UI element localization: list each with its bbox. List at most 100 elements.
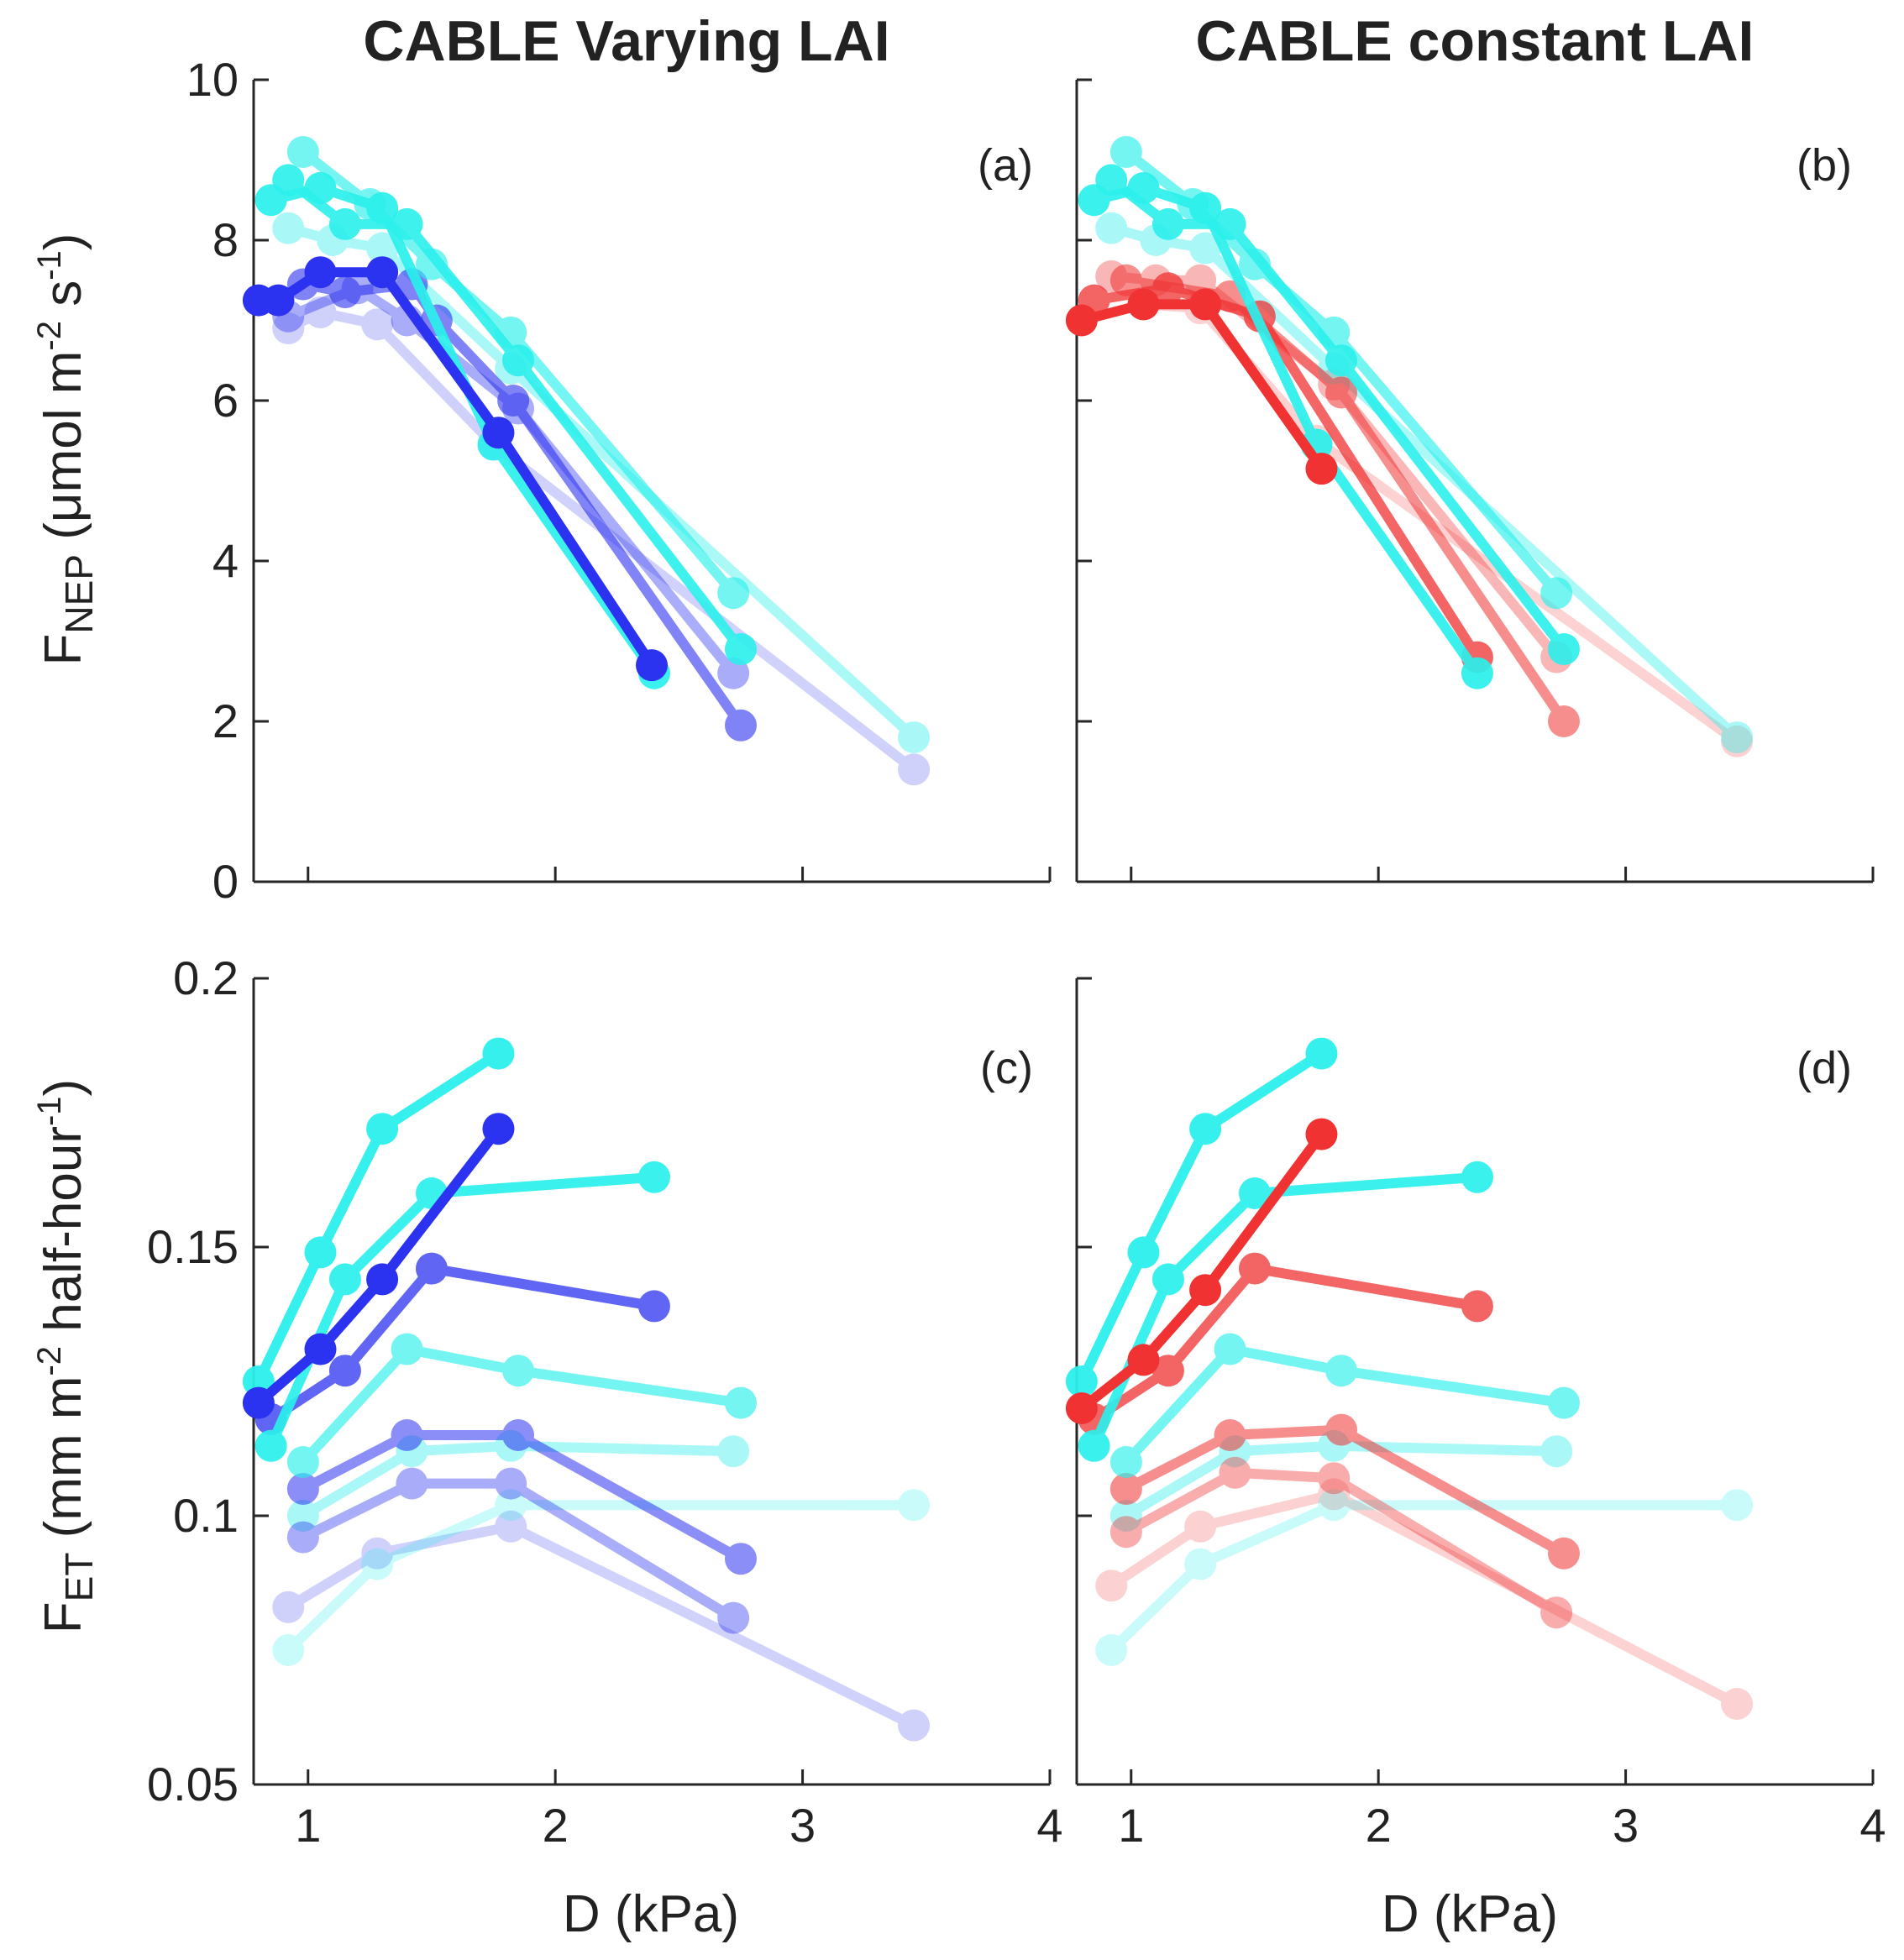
panel-d-point-obs-4 xyxy=(1109,1500,1142,1532)
panel-d-series-model-3 xyxy=(1109,1413,1580,1570)
panel-c-point-model-1 xyxy=(304,1333,337,1365)
panel-d-series-model-1 xyxy=(1065,1118,1338,1424)
panel-d-series-obs-4 xyxy=(1109,1429,1573,1532)
panel-c-line-model-4 xyxy=(297,1478,739,1623)
panel-c-ylabel-main: F xyxy=(34,1601,92,1633)
panel-c-point-obs-3 xyxy=(724,1386,757,1419)
panel-d-line-model-1 xyxy=(1076,1129,1327,1413)
panel-d-point-model-1 xyxy=(1189,1274,1222,1307)
panel-b-label: (b) xyxy=(1796,140,1852,191)
panel-c-series-obs-2 xyxy=(254,1161,670,1462)
panel-a-ytick-label: 2 xyxy=(212,694,239,747)
panel-a-point-model-1 xyxy=(304,256,337,289)
panel-b-plot xyxy=(1065,78,1875,883)
panel-d-point-obs-2 xyxy=(1238,1177,1271,1209)
panel-c-point-obs-2 xyxy=(254,1429,287,1462)
panel-a-series-obs-1 xyxy=(254,171,670,689)
panel-a-point-model-2 xyxy=(328,276,361,309)
panel-c-ylabel-sub: ET xyxy=(57,1553,101,1602)
panel-d-point-obs-2 xyxy=(1461,1161,1493,1193)
panel-b-series-obs-1 xyxy=(1078,171,1493,689)
panel-b-point-obs-2 xyxy=(1547,633,1580,666)
panel-d-xtick-label: 1 xyxy=(1118,1799,1144,1852)
panel-a-point-obs-1 xyxy=(366,191,399,224)
panel-d-line-model-4 xyxy=(1120,1467,1562,1618)
panel-a-point-obs-4 xyxy=(898,721,931,754)
panel-d-line-model-3 xyxy=(1120,1424,1569,1559)
panel-a-point-obs-2 xyxy=(328,207,361,240)
panel-c-point-obs-3 xyxy=(391,1333,423,1365)
panel-c-point-model-2 xyxy=(328,1355,361,1387)
panel-d-series-obs-5 xyxy=(1095,1489,1754,1666)
panel-c-series-obs-5 xyxy=(272,1489,931,1666)
panel-d-line-obs-3 xyxy=(1120,1344,1569,1467)
panel-d-point-model-5 xyxy=(1318,1478,1351,1511)
panel-c-point-model-1 xyxy=(366,1263,399,1296)
panel-c-point-obs-1 xyxy=(482,1037,515,1070)
panel-c-ytick-label: 0.1 xyxy=(173,1489,239,1542)
panel-c-xtick-label: 2 xyxy=(543,1799,569,1852)
panel-c-ytick-label: 0.05 xyxy=(147,1758,239,1811)
panel-d-point-model-1 xyxy=(1127,1344,1160,1376)
panel-c-xtick-label: 3 xyxy=(789,1799,816,1852)
panel-d-series-obs-2 xyxy=(1078,1161,1493,1462)
panel-d-point-obs-5 xyxy=(1318,1489,1351,1522)
panel-a-point-model-1 xyxy=(482,417,515,449)
panel-b-point-obs-1 xyxy=(1127,171,1160,204)
panel-b-point-obs-4 xyxy=(1721,721,1754,754)
panel-c-point-obs-4 xyxy=(286,1500,319,1532)
panel-a-ytick-label: 4 xyxy=(212,534,239,587)
panel-a-ylabel-end: ) xyxy=(34,233,92,251)
panel-b-point-model-2 xyxy=(1151,272,1184,305)
panel-c-point-obs-1 xyxy=(366,1113,399,1145)
panel-d-series-model-5 xyxy=(1095,1478,1754,1720)
panel-c-ylabel-sup1: -2 xyxy=(31,1346,68,1376)
panel-c-line-model-3 xyxy=(297,1430,746,1564)
panel-a-title: CABLE Varying LAI xyxy=(363,9,889,73)
panel-c-line-obs-2 xyxy=(265,1171,659,1451)
panel-a-ylabel: FNEP (μmol m-2 s-1) xyxy=(31,233,101,666)
panel-b-point-obs-1 xyxy=(1078,184,1110,217)
panel-a-point-model-4 xyxy=(361,308,394,341)
panel-a-point-model-2 xyxy=(497,385,530,417)
panel-c-point-model-3 xyxy=(391,1419,423,1451)
panel-b: CABLE constant LAI (b) xyxy=(1065,9,1875,883)
panel-b-point-model-5 xyxy=(1721,725,1754,757)
panel-c-line-model-2 xyxy=(265,1263,659,1424)
panel-a-ylabel-sup1: -2 xyxy=(31,321,68,351)
panel-d-point-obs-3 xyxy=(1547,1386,1580,1419)
panel-d-point-obs-3 xyxy=(1325,1355,1358,1387)
panel-c-ytick-label: 0.2 xyxy=(173,951,239,1004)
panel-d-point-model-4 xyxy=(1219,1456,1251,1489)
panel-b-point-obs-2 xyxy=(1151,207,1184,240)
panel-b-point-model-3 xyxy=(1109,264,1142,296)
panel-a-plot: 0 2 4 6 8 10 xyxy=(186,53,1052,908)
panel-d: 1 2 3 4 (d) D (kPa) xyxy=(1065,977,1886,1943)
panel-a-ylabel-main: F xyxy=(34,634,92,666)
panel-b-point-obs-2 xyxy=(1325,344,1358,377)
panel-a-point-model-1 xyxy=(366,256,399,289)
panel-d-point-model-4 xyxy=(1540,1596,1573,1629)
panel-b-point-obs-3 xyxy=(1540,577,1573,610)
panel-a-point-obs-1 xyxy=(254,184,287,217)
panel-c-point-model-1 xyxy=(482,1113,515,1145)
panel-a-point-obs-3 xyxy=(717,577,750,610)
panel-d-xtick-label: 3 xyxy=(1613,1799,1639,1852)
panel-a-series-model-4 xyxy=(272,296,931,786)
panel-c-point-obs-1 xyxy=(304,1236,337,1269)
panel-b-point-model-1 xyxy=(1127,288,1160,321)
panel-a-label: (a) xyxy=(978,140,1033,191)
panel-c-point-model-5 xyxy=(272,1591,305,1623)
panel-a-line-model-4 xyxy=(283,307,920,775)
panel-c-point-obs-5 xyxy=(495,1489,527,1522)
panel-c-point-model-3 xyxy=(502,1419,535,1451)
panel-c-ylabel-sup2: -1 xyxy=(31,1096,68,1126)
panel-b-point-obs-4 xyxy=(1189,232,1222,265)
panel-d-line-obs-2 xyxy=(1088,1171,1482,1451)
panel-c-point-model-3 xyxy=(286,1473,319,1505)
panel-c-point-obs-3 xyxy=(286,1446,319,1478)
panel-a-line-model-1 xyxy=(253,267,657,671)
panel-d-xtick-label: 4 xyxy=(1859,1799,1886,1852)
panel-c-series-model-3 xyxy=(286,1419,757,1575)
